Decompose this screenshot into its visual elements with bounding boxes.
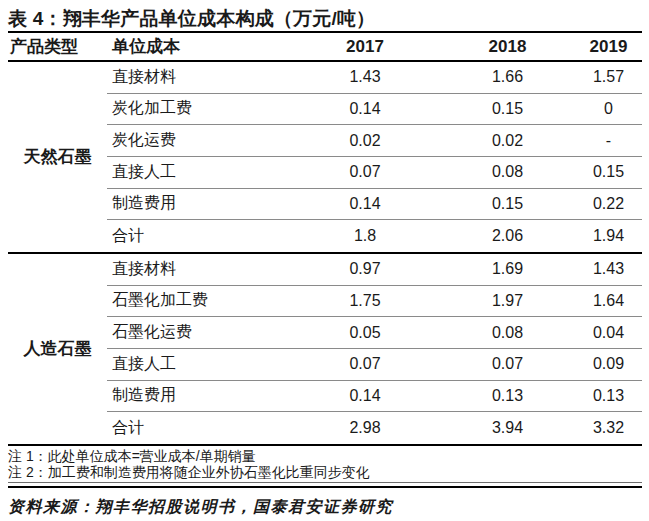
col-header-product-type: 产品类型 bbox=[8, 35, 107, 58]
cost-item-cell: 炭化加工费 bbox=[107, 98, 290, 119]
col-header-2018: 2018 bbox=[440, 37, 575, 57]
note-line-2: 注 2：加工费和制造费用将随企业外协石墨化比重同步变化 bbox=[8, 464, 642, 480]
value-cell: 0.02 bbox=[290, 132, 440, 150]
table-row: 直接人工0.070.080.15 bbox=[107, 157, 642, 189]
value-cell: 1.43 bbox=[290, 68, 440, 86]
value-cell: 0.08 bbox=[440, 324, 575, 342]
product-type-cell: 天然石墨 bbox=[8, 62, 107, 252]
cost-item-cell: 直接人工 bbox=[107, 162, 290, 183]
cost-item-cell: 石墨化运费 bbox=[107, 322, 290, 343]
table-row: 炭化运费0.020.02- bbox=[107, 125, 642, 157]
section-rows: 直接材料0.971.691.43石墨化加工费1.751.971.64石墨化运费0… bbox=[107, 254, 642, 444]
cost-item-cell: 直接人工 bbox=[107, 354, 290, 375]
value-cell: 1.69 bbox=[440, 260, 575, 278]
table-row: 直接材料1.431.661.57 bbox=[107, 62, 642, 94]
cost-item-cell: 合计 bbox=[107, 418, 290, 439]
value-cell: 1.43 bbox=[575, 260, 642, 278]
table-section: 天然石墨直接材料1.431.661.57炭化加工费0.140.150炭化运费0.… bbox=[8, 62, 642, 254]
cost-item-cell: 石墨化加工费 bbox=[107, 290, 290, 311]
value-cell: 0.13 bbox=[575, 387, 642, 405]
cost-item-cell: 制造费用 bbox=[107, 385, 290, 406]
table-section: 人造石墨直接材料0.971.691.43石墨化加工费1.751.971.64石墨… bbox=[8, 254, 642, 444]
source-line: 资料来源：翔丰华招股说明书，国泰君安证券研究 bbox=[8, 497, 642, 518]
cost-item-cell: 制造费用 bbox=[107, 193, 290, 214]
value-cell: 1.66 bbox=[440, 68, 575, 86]
cost-item-cell: 直接材料 bbox=[107, 67, 290, 88]
value-cell: 0.14 bbox=[290, 195, 440, 213]
table-row: 直接人工0.070.070.09 bbox=[107, 349, 642, 381]
value-cell: 0.09 bbox=[575, 355, 642, 373]
value-cell: 1.64 bbox=[575, 292, 642, 310]
value-cell: 0.02 bbox=[440, 132, 575, 150]
table-row: 炭化加工费0.140.150 bbox=[107, 94, 642, 126]
value-cell: 1.97 bbox=[440, 292, 575, 310]
value-cell: - bbox=[575, 132, 642, 150]
value-cell: 0.07 bbox=[440, 355, 575, 373]
value-cell: 0.15 bbox=[440, 195, 575, 213]
cost-item-cell: 合计 bbox=[107, 226, 290, 247]
value-cell: 0.14 bbox=[290, 100, 440, 118]
col-header-unit-cost: 单位成本 bbox=[107, 35, 290, 58]
value-cell: 0.13 bbox=[440, 387, 575, 405]
value-cell: 0.05 bbox=[290, 324, 440, 342]
cost-item-cell: 炭化运费 bbox=[107, 130, 290, 151]
table-row: 制造费用0.140.150.22 bbox=[107, 189, 642, 221]
table-row: 石墨化运费0.050.080.04 bbox=[107, 317, 642, 349]
table-row: 石墨化加工费1.751.971.64 bbox=[107, 286, 642, 318]
value-cell: 0.07 bbox=[290, 163, 440, 181]
table-title: 表 4：翔丰华产品单位成本构成（万元/吨） bbox=[8, 6, 642, 31]
value-cell: 0.04 bbox=[575, 324, 642, 342]
value-cell: 3.32 bbox=[575, 419, 642, 437]
value-cell: 0.15 bbox=[575, 163, 642, 181]
value-cell: 3.94 bbox=[440, 419, 575, 437]
col-header-2017: 2017 bbox=[290, 37, 440, 57]
value-cell: 0 bbox=[575, 100, 642, 118]
product-type-cell: 人造石墨 bbox=[8, 254, 107, 444]
value-cell: 1.75 bbox=[290, 292, 440, 310]
value-cell: 0.15 bbox=[440, 100, 575, 118]
value-cell: 0.14 bbox=[290, 387, 440, 405]
table-row: 合计1.82.061.94 bbox=[107, 220, 642, 252]
notes-bottom-divider bbox=[8, 486, 642, 488]
table-header: 产品类型 单位成本 2017 2018 2019 bbox=[8, 33, 642, 60]
value-cell: 0.08 bbox=[440, 163, 575, 181]
table-notes: 注 1：此处单位成本=营业成本/单期销量 注 2：加工费和制造费用将随企业外协石… bbox=[8, 446, 642, 483]
value-cell: 0.97 bbox=[290, 260, 440, 278]
table-row: 制造费用0.140.130.13 bbox=[107, 381, 642, 413]
note-line-1: 注 1：此处单位成本=营业成本/单期销量 bbox=[8, 448, 642, 464]
value-cell: 2.06 bbox=[440, 227, 575, 245]
cost-item-cell: 直接材料 bbox=[107, 259, 290, 280]
value-cell: 0.22 bbox=[575, 195, 642, 213]
table-row: 合计2.983.943.32 bbox=[107, 412, 642, 444]
value-cell: 1.8 bbox=[290, 227, 440, 245]
value-cell: 2.98 bbox=[290, 419, 440, 437]
report-table-page: 表 4：翔丰华产品单位成本构成（万元/吨） 产品类型 单位成本 2017 201… bbox=[0, 0, 649, 521]
value-cell: 0.07 bbox=[290, 355, 440, 373]
table-row: 直接材料0.971.691.43 bbox=[107, 254, 642, 286]
value-cell: 1.57 bbox=[575, 68, 642, 86]
table-body: 天然石墨直接材料1.431.661.57炭化加工费0.140.150炭化运费0.… bbox=[8, 62, 642, 444]
section-rows: 直接材料1.431.661.57炭化加工费0.140.150炭化运费0.020.… bbox=[107, 62, 642, 252]
col-header-2019: 2019 bbox=[575, 37, 642, 57]
value-cell: 1.94 bbox=[575, 227, 642, 245]
